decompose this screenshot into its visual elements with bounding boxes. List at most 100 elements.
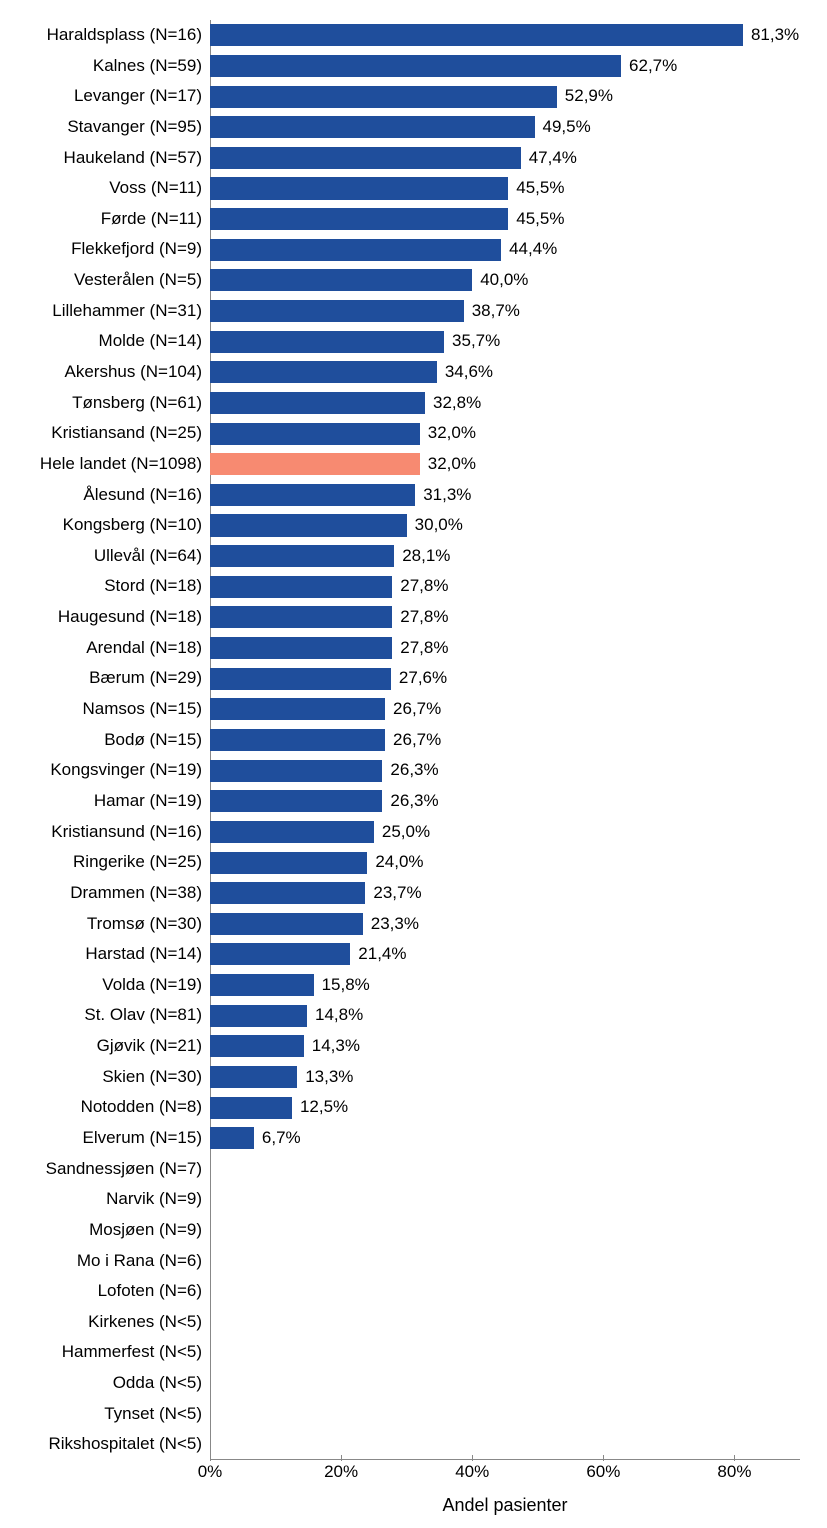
bar <box>210 974 314 996</box>
value-label: 32,0% <box>428 449 476 480</box>
category-label: Akershus (N=104) <box>0 357 202 388</box>
category-label: Tønsberg (N=61) <box>0 388 202 419</box>
value-label: 21,4% <box>358 939 406 970</box>
category-label: Kongsvinger (N=19) <box>0 755 202 786</box>
bar-row: Bærum (N=29)27,6% <box>0 663 800 694</box>
category-label: Lillehammer (N=31) <box>0 296 202 327</box>
bar <box>210 177 508 199</box>
category-label: Sandnessjøen (N=7) <box>0 1154 202 1185</box>
bar <box>210 913 363 935</box>
bar <box>210 729 385 751</box>
bar <box>210 606 392 628</box>
x-tick-label: 20% <box>324 1462 358 1482</box>
bar <box>210 55 621 77</box>
bar-row: Gjøvik (N=21)14,3% <box>0 1031 800 1062</box>
x-tick-label: 40% <box>455 1462 489 1482</box>
x-tick-mark <box>210 1455 211 1461</box>
x-tick-mark <box>603 1455 604 1461</box>
x-tick-label: 0% <box>198 1462 223 1482</box>
bar-row: Vesterålen (N=5)40,0% <box>0 265 800 296</box>
value-label: 27,6% <box>399 663 447 694</box>
bar-row: Tynset (N<5) <box>0 1399 800 1430</box>
category-label: Haugesund (N=18) <box>0 602 202 633</box>
category-label: Drammen (N=38) <box>0 878 202 909</box>
category-label: Hele landet (N=1098) <box>0 449 202 480</box>
bar-row: Stord (N=18)27,8% <box>0 571 800 602</box>
value-label: 27,8% <box>400 633 448 664</box>
bar-row: Narvik (N=9) <box>0 1184 800 1215</box>
bar-row: Mosjøen (N=9) <box>0 1215 800 1246</box>
bar-row: Ålesund (N=16) 31,3% <box>0 480 800 511</box>
value-label: 31,3% <box>423 480 471 511</box>
category-label: Ålesund (N=16) <box>0 480 202 511</box>
category-label: Elverum (N=15) <box>0 1123 202 1154</box>
bar-row: Stavanger (N=95)49,5% <box>0 112 800 143</box>
category-label: Notodden (N=8) <box>0 1092 202 1123</box>
bar <box>210 576 392 598</box>
value-label: 25,0% <box>382 817 430 848</box>
category-label: Ullevål (N=64) <box>0 541 202 572</box>
category-label: Tynset (N<5) <box>0 1399 202 1430</box>
bar-row: Lillehammer (N=31) 38,7% <box>0 296 800 327</box>
bar-row: Flekkefjord (N=9)44,4% <box>0 234 800 265</box>
bar <box>210 423 420 445</box>
bar <box>210 760 382 782</box>
category-label: Levanger (N=17) <box>0 81 202 112</box>
bar-row: Notodden (N=8) 12,5% <box>0 1092 800 1123</box>
value-label: 6,7% <box>262 1123 301 1154</box>
value-label: 45,5% <box>516 204 564 235</box>
bar <box>210 392 425 414</box>
bar <box>210 208 508 230</box>
bar-row: Mo i Rana (N=6) <box>0 1246 800 1277</box>
value-label: 62,7% <box>629 51 677 82</box>
bar-row: Haukeland (N=57)47,4% <box>0 143 800 174</box>
bar-row: Sandnessjøen (N=7) <box>0 1154 800 1185</box>
bar-row: Elverum (N=15) 6,7% <box>0 1123 800 1154</box>
value-label: 12,5% <box>300 1092 348 1123</box>
x-tick-label: 60% <box>586 1462 620 1482</box>
value-label: 28,1% <box>402 541 450 572</box>
bar-row: Skien (N=30)13,3% <box>0 1062 800 1093</box>
category-label: Haraldsplass (N=16) <box>0 20 202 51</box>
value-label: 40,0% <box>480 265 528 296</box>
bar-row: Hammerfest (N<5) <box>0 1337 800 1368</box>
x-tick-mark <box>472 1455 473 1461</box>
bar-row: Kongsberg (N=10)30,0% <box>0 510 800 541</box>
bar-row: Kalnes (N=59)62,7% <box>0 51 800 82</box>
bar-row: Odda (N<5) <box>0 1368 800 1399</box>
value-label: 81,3% <box>751 20 799 51</box>
bar <box>210 239 501 261</box>
x-axis-label: Andel pasienter <box>210 1495 800 1516</box>
category-label: Kristiansand (N=25) <box>0 418 202 449</box>
value-label: 49,5% <box>543 112 591 143</box>
value-label: 26,7% <box>393 725 441 756</box>
value-label: 38,7% <box>472 296 520 327</box>
bar <box>210 637 392 659</box>
bar-row: Førde (N=11) 45,5% <box>0 204 800 235</box>
bar-row: Hamar (N=19)26,3% <box>0 786 800 817</box>
bar-row: Voss (N=11)45,5% <box>0 173 800 204</box>
value-label: 34,6% <box>445 357 493 388</box>
bar <box>210 453 420 475</box>
category-label: Molde (N=14) <box>0 326 202 357</box>
bar-row: Bodø (N=15)26,7% <box>0 725 800 756</box>
category-label: Volda (N=19) <box>0 970 202 1001</box>
category-label: Gjøvik (N=21) <box>0 1031 202 1062</box>
x-tick-mark <box>341 1455 342 1461</box>
category-label: Skien (N=30) <box>0 1062 202 1093</box>
category-label: Førde (N=11) <box>0 204 202 235</box>
value-label: 24,0% <box>375 847 423 878</box>
category-label: Kongsberg (N=10) <box>0 510 202 541</box>
value-label: 26,7% <box>393 694 441 725</box>
bar-row: Drammen (N=38)23,7% <box>0 878 800 909</box>
bar-row: St. Olav (N=81)14,8% <box>0 1000 800 1031</box>
bar <box>210 545 394 567</box>
value-label: 14,8% <box>315 1000 363 1031</box>
bar <box>210 1127 254 1149</box>
bar-row: Rikshospitalet (N<5) <box>0 1429 800 1460</box>
bar <box>210 1005 307 1027</box>
category-label: Tromsø (N=30) <box>0 909 202 940</box>
category-label: Voss (N=11) <box>0 173 202 204</box>
category-label: Lofoten (N=6) <box>0 1276 202 1307</box>
category-label: Mo i Rana (N=6) <box>0 1246 202 1277</box>
